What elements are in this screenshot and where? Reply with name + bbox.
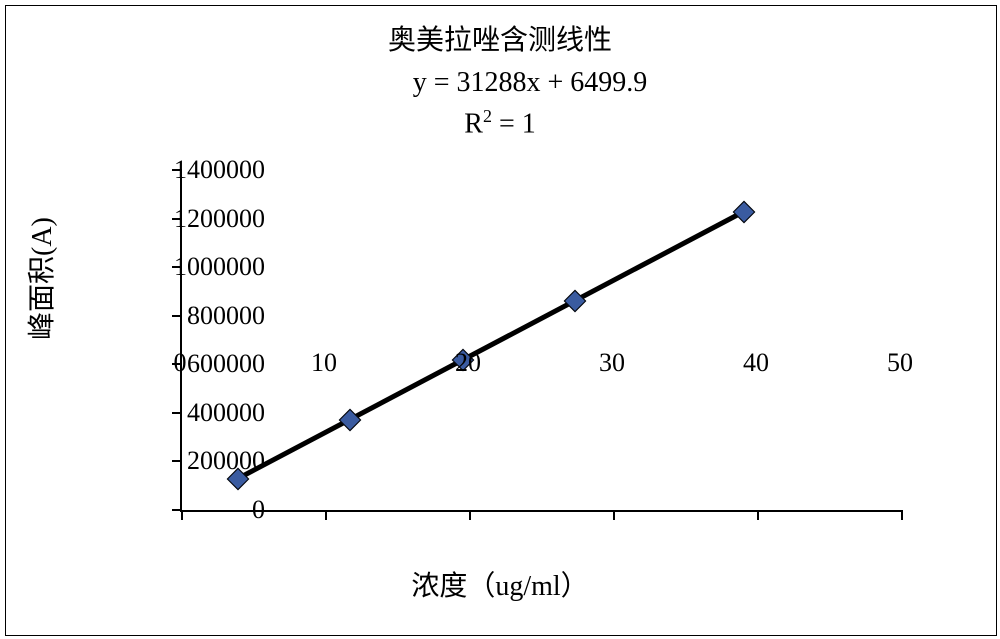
y-tick [172,315,182,317]
y-tick-label: 1000000 [174,252,265,282]
y-tick-label: 400000 [187,398,265,428]
y-tick [172,460,182,462]
y-tick-label: 1400000 [174,155,265,185]
plot-area [180,170,902,512]
y-tick-label: 800000 [187,301,265,331]
x-tick-label: 20 [455,348,481,378]
title-block: 奥美拉唑含测线性 y = 31288x + 6499.9 R2 = 1 [0,20,1000,144]
x-tick [469,510,471,520]
rsq-sup: 2 [483,106,492,126]
rsq-text: R2 = 1 [0,104,1000,144]
x-tick-label: 40 [743,348,769,378]
equation-text: y = 31288x + 6499.9 [60,62,1000,104]
y-tick-label: 600000 [187,349,265,379]
regression-line [237,210,745,481]
chart-title: 奥美拉唑含测线性 [0,20,1000,62]
x-tick [757,510,759,520]
x-tick-label: 0 [174,348,187,378]
x-tick [613,510,615,520]
y-tick [172,412,182,414]
x-tick [325,510,327,520]
rsq-prefix: R [464,108,483,139]
data-point [732,201,755,224]
x-tick-label: 10 [311,348,337,378]
y-tick-label: 1200000 [174,204,265,234]
x-tick [181,510,183,520]
x-tick-label: 30 [599,348,625,378]
x-tick [901,510,903,520]
x-axis-label: 浓度（ug/ml） [0,564,1000,604]
y-tick-label: 0 [252,495,265,525]
x-tick-label: 50 [887,348,913,378]
y-tick-label: 200000 [187,446,265,476]
y-axis-label: 峰面积(A) [20,217,60,340]
chart-container: 奥美拉唑含测线性 y = 31288x + 6499.9 R2 = 1 峰面积(… [0,0,1000,639]
rsq-suffix: = 1 [492,108,536,139]
